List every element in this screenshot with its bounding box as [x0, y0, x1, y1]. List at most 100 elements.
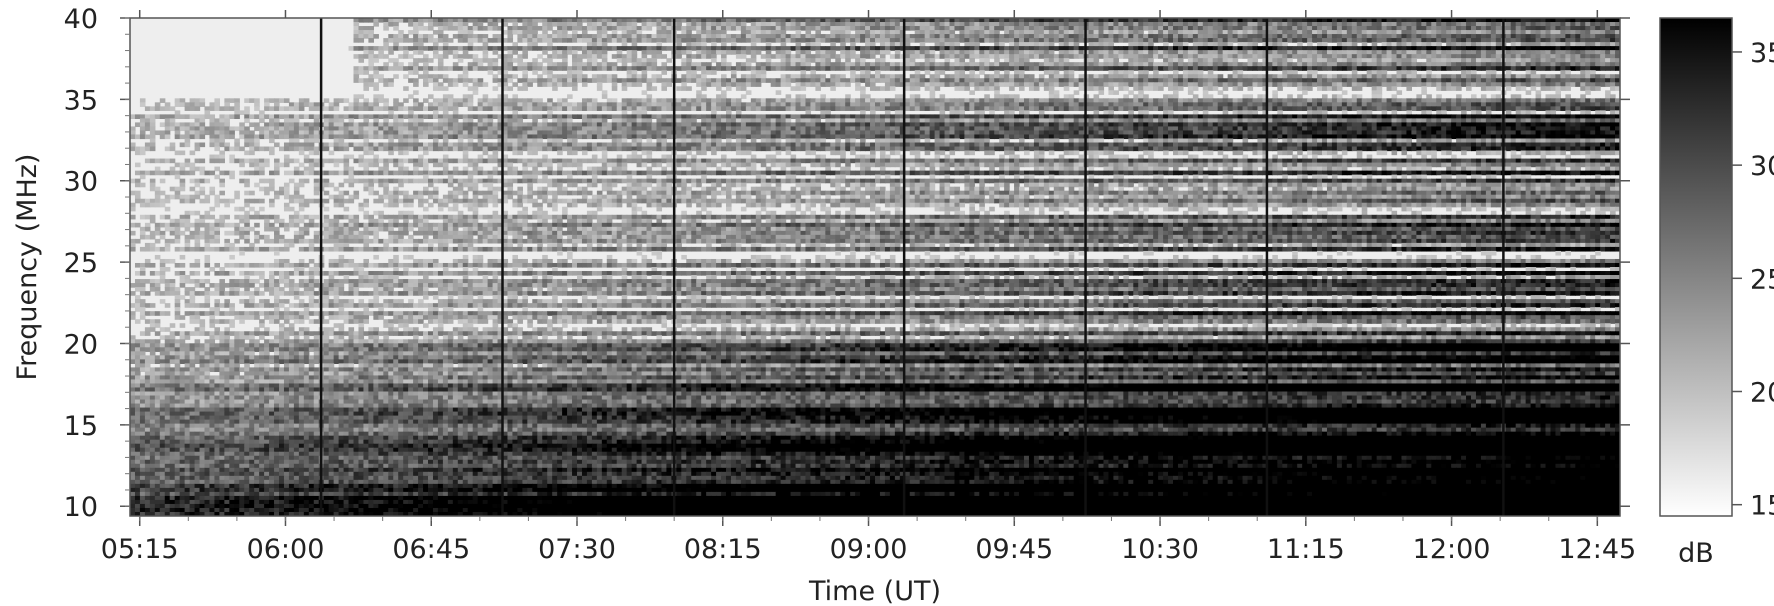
heatmap-cell: [1282, 46, 1288, 51]
heatmap-cell: [1063, 34, 1070, 39]
heatmap-cell: [1317, 62, 1323, 67]
heatmap-cell: [1605, 30, 1611, 35]
heatmap-cell: [447, 94, 454, 99]
heatmap-cell: [721, 66, 727, 71]
heatmap-cell: [442, 54, 449, 59]
heatmap-cell: [1277, 82, 1283, 87]
heatmap-cell: [1540, 54, 1547, 59]
heatmap-cell: [1247, 30, 1254, 35]
heatmap-cell: [1575, 66, 1581, 71]
heatmap-cell: [1515, 54, 1522, 59]
heatmap-cell: [611, 98, 618, 103]
heatmap-cell: [944, 102, 951, 107]
heatmap-cell: [1580, 94, 1586, 99]
heatmap-cell: [189, 102, 196, 107]
heatmap-cell: [1158, 102, 1164, 107]
heatmap-cell: [353, 54, 360, 59]
heatmap-cell: [954, 66, 961, 71]
heatmap-cell: [1098, 46, 1105, 51]
heatmap-cell: [586, 98, 593, 103]
heatmap-cell: [1192, 74, 1199, 79]
heatmap-cell: [641, 102, 648, 107]
heatmap-cell: [974, 22, 980, 27]
heatmap-cell: [1446, 22, 1452, 27]
heatmap-cell: [1138, 94, 1144, 99]
heatmap-cell: [1406, 86, 1412, 91]
heatmap-cell: [1113, 54, 1119, 59]
heatmap-cell: [606, 26, 613, 31]
heatmap-cell: [1346, 62, 1353, 67]
heatmap-cell: [989, 22, 995, 27]
heatmap-cell: [1426, 50, 1432, 55]
heatmap-cell: [1610, 74, 1616, 79]
heatmap-cell: [696, 74, 702, 79]
heatmap-cell: [830, 102, 836, 107]
heatmap-cell: [631, 74, 638, 79]
heatmap-cell: [1267, 82, 1273, 87]
heatmap-cell: [785, 106, 792, 111]
heatmap-cell: [1595, 98, 1601, 103]
heatmap-cell: [1322, 62, 1328, 67]
heatmap-cell: [606, 38, 613, 43]
heatmap-cell: [1396, 18, 1403, 23]
heatmap-cell: [1297, 22, 1303, 27]
heatmap-cell: [770, 30, 777, 35]
heatmap-cell: [1262, 110, 1268, 115]
heatmap-cell: [805, 66, 812, 71]
heatmap-cell: [984, 74, 990, 79]
heatmap-cell: [929, 90, 936, 95]
heatmap-cell: [542, 102, 548, 107]
heatmap-cell: [1033, 102, 1040, 107]
heatmap-cell: [850, 42, 856, 47]
heatmap-cell: [1222, 54, 1229, 59]
heatmap-cell: [1024, 74, 1030, 79]
heatmap-cell: [418, 50, 424, 55]
heatmap-cell: [567, 50, 573, 55]
heatmap-cell: [865, 42, 871, 47]
heatmap-cell: [775, 82, 782, 87]
heatmap-cell: [1336, 102, 1343, 107]
heatmap-cell: [1232, 26, 1239, 31]
heatmap-cell: [1282, 22, 1288, 27]
heatmap-cell: [765, 54, 772, 59]
heatmap-cell: [1004, 94, 1010, 99]
heatmap-cell: [1406, 106, 1412, 111]
heatmap-cell: [1361, 42, 1368, 47]
heatmap-cell: [1530, 70, 1537, 75]
heatmap-cell: [1307, 46, 1313, 51]
heatmap-cell: [1177, 74, 1184, 79]
heatmap-cell: [805, 82, 812, 87]
heatmap-cell: [502, 62, 509, 67]
heatmap-cell: [865, 78, 871, 83]
heatmap-cell: [1282, 18, 1288, 23]
heatmap-cell: [884, 98, 891, 103]
heatmap-cell: [447, 102, 454, 107]
heatmap-cell: [1242, 110, 1249, 115]
heatmap-cell: [1093, 82, 1100, 87]
heatmap-cell: [1376, 102, 1383, 107]
heatmap-cell: [1590, 34, 1596, 39]
heatmap-cell: [1217, 102, 1224, 107]
heatmap-cell: [860, 106, 866, 111]
heatmap-cell: [1242, 50, 1249, 55]
heatmap-cell: [522, 70, 528, 75]
heatmap-cell: [358, 30, 365, 35]
heatmap-cell: [1610, 34, 1616, 39]
heatmap-cell: [621, 78, 628, 83]
heatmap-cell: [1307, 18, 1313, 23]
heatmap-cell: [730, 66, 737, 71]
heatmap-cell: [388, 82, 394, 87]
heatmap-cell: [1292, 70, 1298, 75]
heatmap-cell: [1535, 50, 1542, 55]
heatmap-cell: [1058, 22, 1065, 27]
heatmap-cell: [373, 58, 379, 63]
heatmap-cell: [805, 34, 812, 39]
heatmap-cell: [934, 78, 941, 83]
heatmap-cell: [542, 26, 548, 31]
heatmap-cell: [711, 58, 717, 63]
heatmap-cell: [919, 102, 926, 107]
heatmap-cell: [1510, 98, 1517, 103]
heatmap-cell: [835, 46, 841, 51]
heatmap-cell: [1535, 94, 1542, 99]
heatmap-cell: [879, 18, 886, 23]
